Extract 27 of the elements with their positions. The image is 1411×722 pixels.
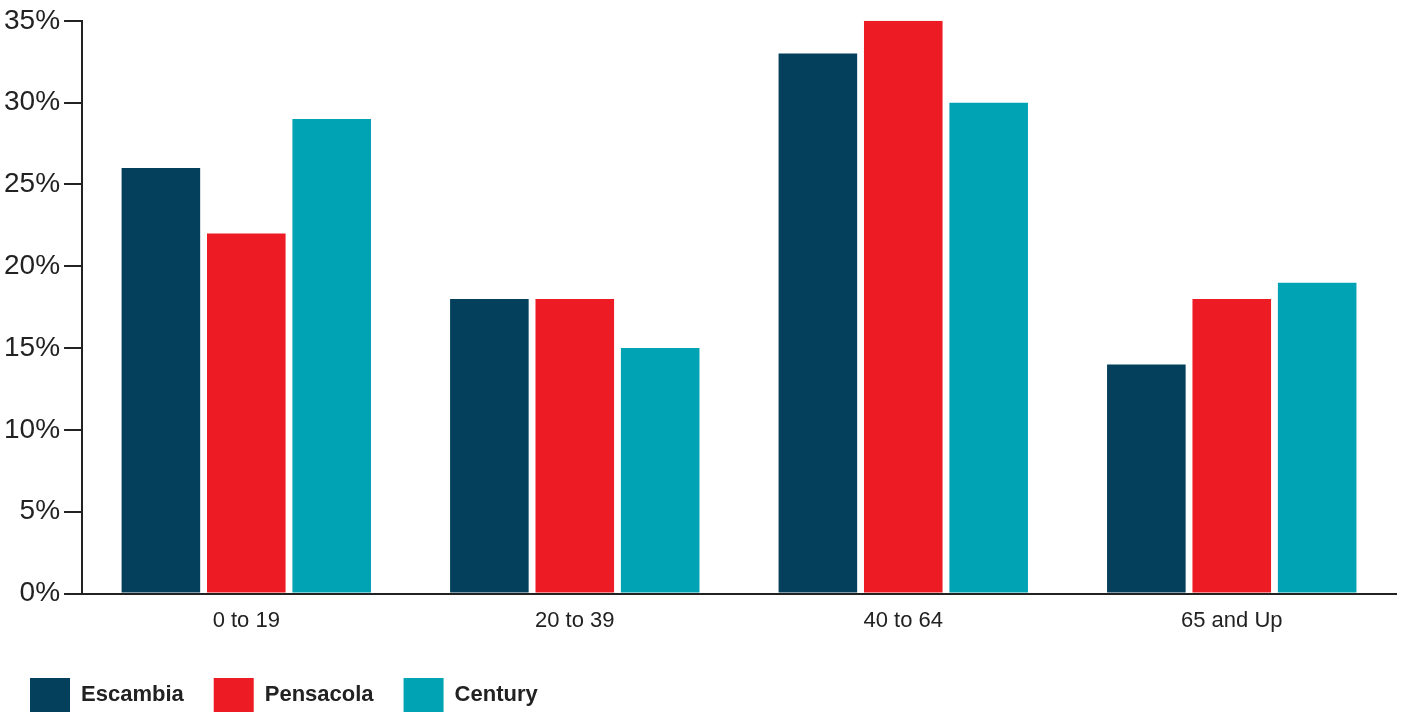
x-tick-label: 65 and Up bbox=[1180, 606, 1283, 632]
legend-label: Pensacola bbox=[264, 681, 375, 707]
y-tick-label: 10% bbox=[3, 412, 61, 444]
bar bbox=[1107, 364, 1186, 593]
y-tick-label: 20% bbox=[3, 249, 61, 280]
bar bbox=[949, 102, 1028, 593]
x-tick-label: 40 to 64 bbox=[863, 606, 944, 632]
x-tick-label: 20 to 39 bbox=[535, 606, 615, 632]
bar bbox=[535, 299, 615, 593]
y-tick-label: 15% bbox=[3, 330, 61, 362]
y-tick-label: 30% bbox=[3, 85, 61, 117]
y-tick-label: 0% bbox=[19, 576, 61, 608]
y-tick-label: 25% bbox=[3, 167, 61, 199]
y-tick-label: 35% bbox=[3, 3, 61, 35]
x-tick-label: 0 to 19 bbox=[212, 606, 280, 632]
bar bbox=[121, 168, 201, 593]
legend-label: Century bbox=[454, 681, 539, 707]
bar bbox=[863, 20, 943, 593]
bar bbox=[1192, 299, 1272, 593]
bar bbox=[620, 348, 700, 593]
y-tick-label: 5% bbox=[19, 494, 61, 526]
bar bbox=[450, 299, 529, 593]
bar bbox=[778, 53, 858, 593]
bar bbox=[292, 118, 371, 593]
legend-label: Escambia bbox=[81, 681, 185, 707]
bar bbox=[1277, 282, 1357, 593]
bar bbox=[207, 233, 286, 593]
